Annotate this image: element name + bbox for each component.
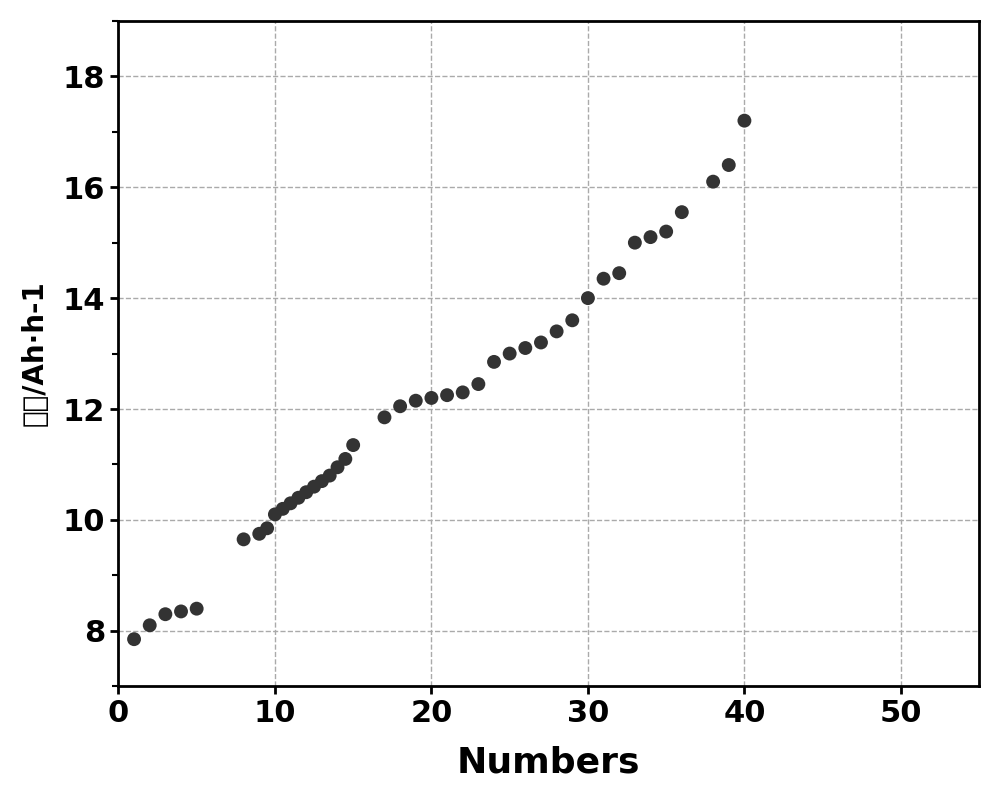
- Point: [157, 608, 173, 621]
- X-axis label: Numbers: Numbers: [457, 745, 641, 779]
- Point: [721, 158, 737, 171]
- Point: [658, 225, 674, 238]
- Point: [564, 314, 580, 326]
- Point: [643, 230, 659, 243]
- Point: [337, 453, 353, 466]
- Point: [142, 619, 158, 632]
- Point: [290, 491, 306, 504]
- Point: [502, 347, 518, 360]
- Point: [330, 461, 346, 474]
- Point: [283, 497, 299, 510]
- Point: [345, 438, 361, 451]
- Point: [408, 394, 424, 407]
- Point: [611, 266, 627, 279]
- Point: [392, 400, 408, 413]
- Point: [455, 386, 471, 398]
- Point: [533, 336, 549, 349]
- Point: [259, 522, 275, 534]
- Point: [517, 342, 533, 354]
- Point: [267, 508, 283, 521]
- Point: [275, 502, 291, 515]
- Point: [736, 114, 752, 127]
- Point: [173, 605, 189, 618]
- Point: [251, 527, 267, 540]
- Point: [236, 533, 252, 546]
- Point: [596, 272, 612, 285]
- Y-axis label: 容量/Ah·h-1: 容量/Ah·h-1: [21, 281, 49, 426]
- Point: [376, 411, 392, 424]
- Point: [627, 236, 643, 249]
- Point: [549, 325, 565, 338]
- Point: [126, 633, 142, 646]
- Point: [322, 469, 338, 482]
- Point: [314, 474, 330, 487]
- Point: [674, 206, 690, 218]
- Point: [298, 486, 314, 498]
- Point: [439, 389, 455, 402]
- Point: [705, 175, 721, 188]
- Point: [470, 378, 486, 390]
- Point: [580, 292, 596, 305]
- Point: [306, 480, 322, 493]
- Point: [486, 355, 502, 368]
- Point: [189, 602, 205, 615]
- Point: [423, 391, 439, 404]
